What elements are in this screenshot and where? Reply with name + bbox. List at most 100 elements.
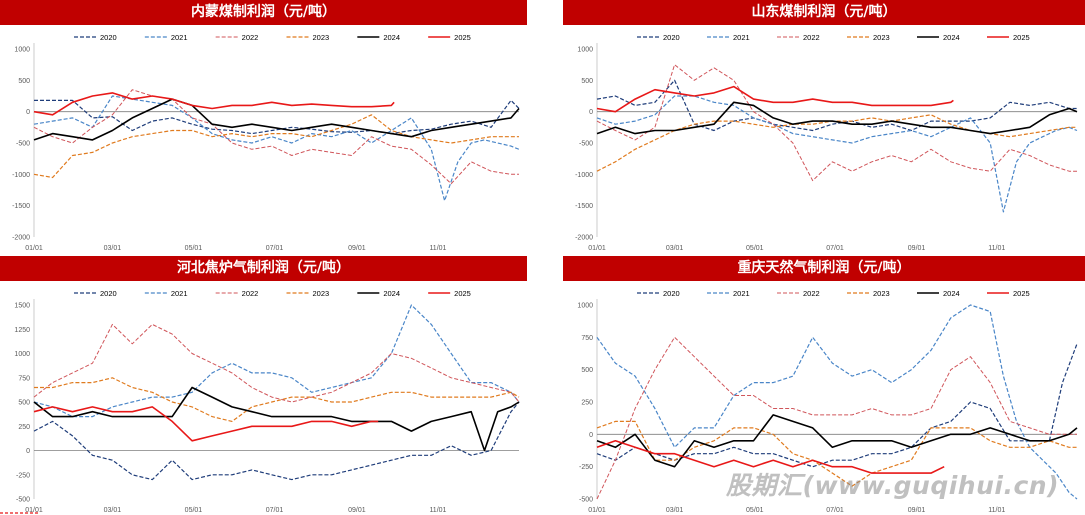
legend-label-2024: 2024	[943, 289, 960, 298]
legend-label-2023: 2023	[313, 289, 330, 298]
legend-label-2024: 2024	[383, 33, 400, 42]
x-tick-label: 11/01	[988, 507, 1005, 514]
y-tick-label: 250	[581, 400, 593, 407]
x-tick-label: 05/01	[746, 245, 764, 252]
y-tick-label: 0	[26, 448, 30, 455]
y-tick-label: -2000	[575, 235, 593, 242]
series-line-2024	[596, 414, 1078, 468]
series-line-2021	[596, 304, 1078, 500]
series-line-2023	[596, 114, 1077, 172]
legend-label-2020: 2020	[663, 289, 680, 298]
legend-label-2024: 2024	[383, 289, 400, 298]
series-line-2024	[33, 98, 520, 141]
series-line-2022	[33, 323, 520, 403]
legend-label-2023: 2023	[313, 33, 330, 42]
x-tick-label: 05/01	[746, 507, 764, 514]
legend-label-2025: 2025	[454, 289, 471, 298]
legend-label-2021: 2021	[733, 289, 750, 298]
series-line-2025	[596, 440, 945, 474]
legend-label-2025: 2025	[454, 33, 471, 42]
y-tick-label: -1000	[12, 172, 30, 179]
x-tick-label: 09/01	[908, 507, 926, 514]
y-tick-label: -1500	[575, 203, 593, 210]
x-tick-label: 01/01	[588, 507, 606, 514]
x-tick-label: 07/01	[826, 245, 844, 252]
y-tick-label: 0	[589, 432, 593, 439]
series-line-2021	[33, 304, 520, 418]
legend-label-2021: 2021	[733, 33, 750, 42]
y-tick-label: 1000	[14, 351, 30, 358]
series-line-2024	[33, 386, 520, 452]
x-tick-label: 11/01	[429, 245, 446, 252]
series-line-2021	[33, 95, 520, 202]
watermark: 股期汇(www.guqihui.cn)	[726, 471, 1059, 500]
legend-label-2023: 2023	[873, 33, 890, 42]
chart-title: 山东煤制利润（元/吨）	[563, 0, 1085, 25]
x-tick-label: 05/01	[185, 245, 203, 252]
line-chart: 2020 2021 2022 2023 2024 2025 -2000 -1500 -1000 -…	[575, 33, 1078, 252]
y-tick-label: 1000	[577, 47, 593, 54]
y-tick-label: -250	[16, 472, 30, 479]
chart-title: 内蒙煤制利润（元/吨）	[0, 0, 527, 25]
line-chart: 2020 2021 2022 2023 2024 2025 -500 -250 0 250 500 7…	[577, 289, 1078, 514]
series-line-2020	[596, 343, 1078, 468]
x-tick-label: 07/01	[826, 507, 844, 514]
chart-panel-hebei: 河北焦炉气制利润（元/吨） 2020 2021 2022 2023 2024 2025 -5…	[0, 256, 527, 515]
x-tick-label: 09/01	[908, 245, 926, 252]
legend-label-2023: 2023	[873, 289, 890, 298]
series-line-2025	[33, 406, 379, 442]
legend-label-2022: 2022	[803, 33, 820, 42]
y-tick-label: 500	[18, 78, 30, 85]
series-line-2022	[33, 89, 519, 185]
legend-label-2022: 2022	[242, 289, 259, 298]
x-tick-label: 01/01	[25, 507, 43, 514]
y-tick-label: 250	[18, 424, 30, 431]
legend-label-2025: 2025	[1013, 289, 1030, 298]
series-line-2020	[596, 79, 1077, 132]
x-tick-label: 01/01	[25, 245, 43, 252]
y-tick-label: -500	[579, 141, 593, 148]
y-tick-label: -1500	[12, 203, 30, 210]
legend-label-2020: 2020	[663, 33, 680, 42]
y-tick-label: 1500	[14, 303, 30, 310]
x-tick-label: 11/01	[988, 245, 1005, 252]
series-line-2023	[33, 114, 519, 179]
series-line-2023	[596, 420, 1077, 487]
y-tick-label: -250	[579, 464, 593, 471]
y-tick-label: 500	[581, 367, 593, 374]
series-line-2020	[33, 401, 520, 481]
y-tick-label: -500	[579, 497, 593, 504]
legend-label-2025: 2025	[1013, 33, 1030, 42]
legend-label-2020: 2020	[100, 289, 117, 298]
series-line-2025	[596, 85, 954, 113]
y-tick-label: -1000	[575, 172, 593, 179]
chart-title: 重庆天然气制利润（元/吨）	[563, 256, 1085, 281]
y-tick-label: 0	[26, 109, 30, 116]
y-tick-label: -500	[16, 141, 30, 148]
y-tick-label: 0	[589, 109, 593, 116]
x-tick-label: 09/01	[348, 507, 366, 514]
x-tick-label: 07/01	[266, 507, 284, 514]
y-tick-label: -500	[16, 497, 30, 504]
legend-label-2021: 2021	[171, 33, 188, 42]
legend-label-2020: 2020	[100, 33, 117, 42]
line-chart: 2020 2021 2022 2023 2024 2025 -2000 -1500 -1000 -…	[12, 33, 520, 252]
series-line-2022	[596, 336, 1077, 500]
y-tick-label: 500	[581, 78, 593, 85]
x-tick-label: 03/01	[666, 245, 684, 252]
y-tick-label: 500	[18, 400, 30, 407]
red-mark	[0, 512, 38, 514]
series-line-2025	[33, 92, 395, 116]
legend-label-2024: 2024	[943, 33, 960, 42]
legend-label-2021: 2021	[171, 289, 188, 298]
chart-panel-inner-mongolia: 内蒙煤制利润（元/吨） 2020 2021 2022 2023 2024 2025 -200…	[0, 0, 527, 253]
x-tick-label: 01/01	[588, 245, 606, 252]
x-tick-label: 03/01	[666, 507, 684, 514]
x-tick-label: 05/01	[185, 507, 203, 514]
series-line-2024	[596, 101, 1078, 135]
x-tick-label: 07/01	[266, 245, 284, 252]
x-tick-label: 11/01	[429, 507, 446, 514]
y-tick-label: 1000	[577, 303, 593, 310]
x-tick-label: 09/01	[348, 245, 366, 252]
y-tick-label: 1000	[14, 47, 30, 54]
